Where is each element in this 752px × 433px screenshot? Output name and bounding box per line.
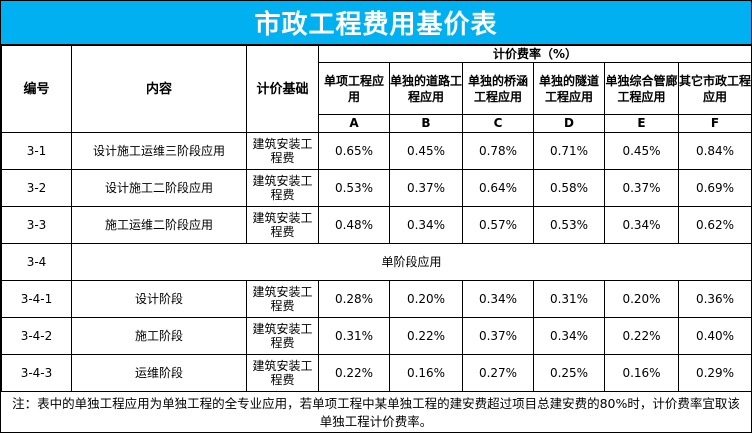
table-row: 3-3 施工运维二阶段应用 建筑安装工程费 0.48% 0.34% 0.57% … [1, 206, 752, 244]
rate-cell: 0.58% [533, 169, 605, 207]
header-column-letter: E [604, 114, 679, 133]
rate-cell: 0.84% [678, 132, 752, 170]
row-basis: 建筑安装工程费 [246, 132, 319, 170]
row-basis: 建筑安装工程费 [246, 280, 319, 318]
rate-cell: 0.34% [462, 280, 534, 318]
rate-cell: 0.16% [604, 354, 679, 392]
header-column-letter: D [533, 114, 605, 133]
rate-cell: 0.25% [533, 354, 605, 392]
rate-cell: 0.27% [462, 354, 534, 392]
row-content: 施工运维二阶段应用 [71, 206, 247, 244]
rate-cell: 0.78% [462, 132, 534, 170]
rate-cell: 0.45% [604, 132, 679, 170]
header-column-letter: F [678, 114, 752, 133]
rate-cell: 0.34% [533, 317, 605, 355]
table-row: 3-2 设计施工二阶段应用 建筑安装工程费 0.53% 0.37% 0.64% … [1, 169, 752, 207]
header-column-letter: B [389, 114, 463, 133]
rate-cell: 0.28% [318, 280, 390, 318]
row-basis: 建筑安装工程费 [246, 354, 319, 392]
rate-cell: 0.71% [533, 132, 605, 170]
header-column-label: 单独的隧道工程应用 [533, 62, 605, 115]
row-code: 3-3 [1, 206, 72, 244]
rate-cell: 0.64% [462, 169, 534, 207]
rate-cell: 0.22% [604, 317, 679, 355]
rate-cell: 0.45% [389, 132, 463, 170]
header-column-letter: C [462, 114, 534, 133]
rate-cell: 0.31% [318, 317, 390, 355]
rate-cell: 0.40% [678, 317, 752, 355]
rate-cell: 0.37% [462, 317, 534, 355]
row-code: 3-2 [1, 169, 72, 207]
row-content: 施工阶段 [71, 317, 247, 355]
header-column-label: 其它市政工程应用 [678, 62, 752, 115]
row-code: 3-4-3 [1, 354, 72, 392]
rate-cell: 0.37% [389, 169, 463, 207]
row-basis: 建筑安装工程费 [246, 317, 319, 355]
rate-cell: 0.53% [533, 206, 605, 244]
header-column-label: 单独的道路工程应用 [389, 62, 463, 115]
rate-cell: 0.37% [604, 169, 679, 207]
header-content: 内容 [71, 45, 247, 133]
row-basis: 建筑安装工程费 [246, 206, 319, 244]
header-basis: 计价基础 [246, 45, 319, 133]
rate-cell: 0.20% [604, 280, 679, 318]
table-title: 市政工程费用基价表 [1, 1, 751, 45]
row-code: 3-4-2 [1, 317, 72, 355]
rate-cell: 0.53% [318, 169, 390, 207]
rate-cell: 0.20% [389, 280, 463, 318]
rate-cell: 0.34% [604, 206, 679, 244]
rate-cell: 0.16% [389, 354, 463, 392]
rate-cell: 0.34% [389, 206, 463, 244]
row-content: 设计施工二阶段应用 [71, 169, 247, 207]
rate-cell: 0.31% [533, 280, 605, 318]
rate-cell: 0.65% [318, 132, 390, 170]
rate-cell: 0.36% [678, 280, 752, 318]
rate-cell: 0.48% [318, 206, 390, 244]
row-code: 3-1 [1, 132, 72, 170]
header-column-letter: A [318, 114, 390, 133]
row-content: 运维阶段 [71, 354, 247, 392]
header-column-label: 单项工程应用 [318, 62, 390, 115]
rate-cell: 0.29% [678, 354, 752, 392]
table-row: 3-4-2 施工阶段 建筑安装工程费 0.31% 0.22% 0.37% 0.3… [1, 317, 752, 355]
table-row: 3-4-1 设计阶段 建筑安装工程费 0.28% 0.20% 0.34% 0.3… [1, 280, 752, 318]
row-basis: 建筑安装工程费 [246, 169, 319, 207]
rate-cell: 0.22% [389, 317, 463, 355]
table-section-row: 3-4 单阶段应用 [1, 243, 752, 281]
rate-cell: 0.22% [318, 354, 390, 392]
rate-cell: 0.69% [678, 169, 752, 207]
header-code: 编号 [1, 45, 72, 133]
header-column-label: 单独综合管廊工程应用 [604, 62, 679, 115]
row-code: 3-4-1 [1, 280, 72, 318]
row-content: 设计施工运维三阶段应用 [71, 132, 247, 170]
fee-table: 编号 内容 计价基础 计价费率（%） 单项工程应用 单独的道路工程应用 单独的桥… [1, 45, 752, 392]
row-code: 3-4 [1, 243, 72, 281]
rate-cell: 0.62% [678, 206, 752, 244]
header-column-label: 单独的桥涵工程应用 [462, 62, 534, 115]
table-row: 3-4-3 运维阶段 建筑安装工程费 0.22% 0.16% 0.27% 0.2… [1, 354, 752, 392]
table-footnote: 注：表中的单独工程应用为单独工程的全专业应用，若单项工程中某单独工程的建安费超过… [12, 396, 740, 429]
section-title: 单阶段应用 [71, 243, 752, 281]
rate-cell: 0.57% [462, 206, 534, 244]
header-rate-group: 计价费率（%） [318, 45, 752, 63]
row-content: 设计阶段 [71, 280, 247, 318]
table-row: 3-1 设计施工运维三阶段应用 建筑安装工程费 0.65% 0.45% 0.78… [1, 132, 752, 170]
